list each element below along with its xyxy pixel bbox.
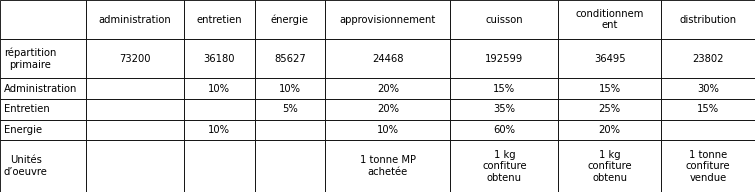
Bar [558,39,661,79]
Bar [254,39,325,79]
Bar [86,79,184,99]
Bar [0,99,86,120]
Text: 10%: 10% [377,125,399,135]
Text: Entretien: Entretien [4,104,50,114]
Text: 15%: 15% [493,84,516,94]
Text: 60%: 60% [493,125,516,135]
Text: cuisson: cuisson [485,15,523,25]
Text: distribution: distribution [680,15,737,25]
Bar [451,79,558,99]
Bar [325,99,451,120]
Bar [451,39,558,79]
Bar [184,39,254,79]
Bar [558,99,661,120]
Bar [325,79,451,99]
Text: 1 tonne
confiture
vendue: 1 tonne confiture vendue [686,150,730,183]
Text: Unités
d’oeuvre: Unités d’oeuvre [4,155,48,177]
Bar [86,39,184,79]
Bar [661,79,755,99]
Text: 15%: 15% [599,84,621,94]
Text: répartition
primaire: répartition primaire [4,48,57,70]
Bar [661,140,755,192]
Bar [451,120,558,140]
Bar [558,120,661,140]
Text: 85627: 85627 [274,54,306,64]
Bar [558,0,661,39]
Text: Energie: Energie [4,125,42,135]
Bar [0,120,86,140]
Bar [254,79,325,99]
Text: 10%: 10% [208,84,230,94]
Bar [254,0,325,39]
Text: 5%: 5% [282,104,297,114]
Bar [558,79,661,99]
Bar [254,99,325,120]
Text: 20%: 20% [377,84,399,94]
Text: 1 kg
confiture
obtenu: 1 kg confiture obtenu [587,150,632,183]
Bar [86,140,184,192]
Text: 35%: 35% [493,104,516,114]
Bar [184,140,254,192]
Text: 10%: 10% [279,84,300,94]
Bar [661,120,755,140]
Bar [0,79,86,99]
Text: 192599: 192599 [485,54,523,64]
Bar [451,99,558,120]
Bar [254,140,325,192]
Text: 73200: 73200 [119,54,151,64]
Text: 24468: 24468 [372,54,403,64]
Bar [254,120,325,140]
Text: 1 tonne MP
achetée: 1 tonne MP achetée [360,155,416,177]
Bar [451,0,558,39]
Bar [184,0,254,39]
Bar [86,120,184,140]
Text: 30%: 30% [697,84,719,94]
Bar [558,140,661,192]
Text: Administration: Administration [4,84,77,94]
Bar [325,39,451,79]
Bar [0,39,86,79]
Text: énergie: énergie [271,14,309,25]
Bar [325,0,451,39]
Bar [0,0,86,39]
Text: 20%: 20% [599,125,621,135]
Text: 36180: 36180 [204,54,235,64]
Bar [661,0,755,39]
Text: 10%: 10% [208,125,230,135]
Bar [661,39,755,79]
Bar [184,120,254,140]
Text: 15%: 15% [697,104,719,114]
Text: administration: administration [99,15,171,25]
Text: entretien: entretien [196,15,242,25]
Text: 23802: 23802 [692,54,724,64]
Bar [86,0,184,39]
Bar [0,140,86,192]
Text: 36495: 36495 [593,54,625,64]
Text: 20%: 20% [377,104,399,114]
Bar [184,99,254,120]
Text: 25%: 25% [599,104,621,114]
Bar [451,140,558,192]
Bar [661,99,755,120]
Text: conditionnem
ent: conditionnem ent [575,9,644,30]
Bar [325,140,451,192]
Text: approvisionnement: approvisionnement [340,15,436,25]
Text: 1 kg
confiture
obtenu: 1 kg confiture obtenu [482,150,527,183]
Bar [86,99,184,120]
Bar [325,120,451,140]
Bar [184,79,254,99]
